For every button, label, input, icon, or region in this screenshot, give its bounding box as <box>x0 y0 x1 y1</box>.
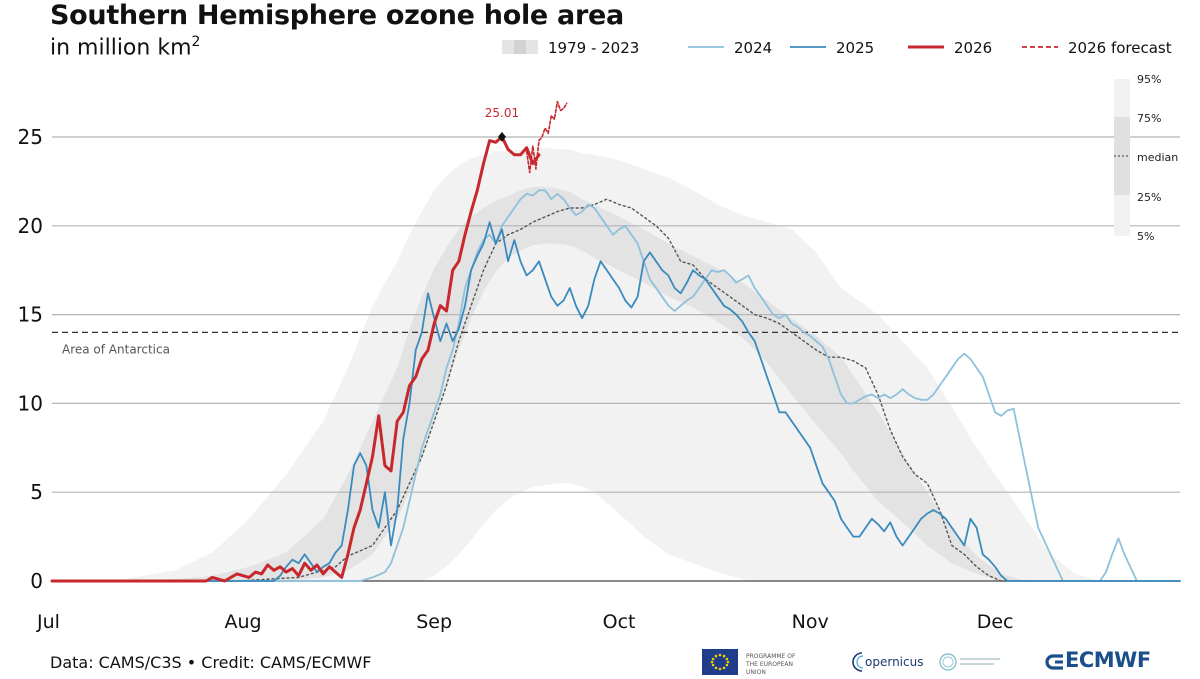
y-tick-label: 20 <box>18 214 43 238</box>
copernicus-text: opernicus <box>865 655 923 669</box>
climatology-bands <box>52 147 1180 581</box>
x-tick-label: Aug <box>225 611 262 633</box>
eu-flag-icon <box>702 649 738 675</box>
legend-label: 1979 - 2023 <box>548 39 639 57</box>
band-25-75 <box>52 186 1180 581</box>
series-lines <box>50 100 1181 583</box>
reference-line-group: Area of Antarctica <box>52 331 1180 356</box>
axis-labels: 0 5 10 15 20 25 Jul Aug Sep Oct Nov Dec <box>18 125 1014 633</box>
y-tick-label: 0 <box>30 569 43 593</box>
copernicus-mark-icon: opernicus <box>852 652 923 672</box>
ecmwf-text: ECMWF <box>1065 648 1151 672</box>
eu-line-1: PROGRAMME OF <box>746 653 796 660</box>
series-line-median <box>51 198 1181 582</box>
subtitle-text: in million km <box>50 35 192 61</box>
x-tick-label: Oct <box>603 611 636 633</box>
cams-mark-icon <box>939 653 1000 671</box>
peak-marker <box>497 131 506 142</box>
percentile-label: 5% <box>1137 230 1154 243</box>
chart-subtitle: in million km2 <box>50 34 200 60</box>
legend: 1979 - 2023 2024 2025 2026 2026 forecast <box>502 39 1172 57</box>
ecmwf-mark-icon <box>1045 654 1063 670</box>
percentile-label: 95% <box>1137 73 1161 86</box>
legend-label: 2025 <box>836 39 874 57</box>
series-line-2026 <box>50 135 541 583</box>
series-line-2025 <box>51 221 1181 582</box>
legend-label: 2026 forecast <box>1068 39 1172 57</box>
y-tick-label: 10 <box>18 391 43 415</box>
annotations: 25.01 <box>485 106 519 142</box>
percentile-label: median <box>1137 151 1178 164</box>
x-tick-label: Nov <box>792 611 829 633</box>
copernicus-logo: opernicus <box>850 649 925 675</box>
cams-logo <box>938 649 1013 675</box>
antarctica-reference-label: Area of Antarctica <box>62 342 170 356</box>
band-5-95 <box>52 147 1180 581</box>
peak-value-label: 25.01 <box>485 106 519 120</box>
ecmwf-logo: ECMWF <box>1025 648 1165 676</box>
chart-title: Southern Hemisphere ozone hole area <box>50 0 624 31</box>
y-tick-label: 5 <box>30 480 43 504</box>
legend-label: 2026 <box>954 39 992 57</box>
eu-stars-icon <box>710 653 730 671</box>
percentile-legend: 95% 75% median 25% 5% <box>1114 73 1178 243</box>
eu-line-2: THE EUROPEAN UNION <box>746 661 793 676</box>
legend-label: 2024 <box>734 39 772 57</box>
x-tick-label: Jul <box>36 611 60 633</box>
eu-programme-text: PROGRAMME OF THE EUROPEAN UNION <box>746 653 814 677</box>
legend-swatch-band-inner <box>514 40 526 54</box>
eu-programme-logo: PROGRAMME OF THE EUROPEAN UNION <box>702 649 814 677</box>
percentile-label: 75% <box>1137 112 1161 125</box>
subtitle-superscript: 2 <box>191 34 201 50</box>
series-line-2026-forecast <box>525 100 568 174</box>
y-tick-label: 15 <box>18 303 43 327</box>
percentile-label: 25% <box>1137 191 1161 204</box>
x-tick-label: Dec <box>977 611 1014 633</box>
y-tick-label: 25 <box>18 125 43 149</box>
data-credit: Data: CAMS/C3S • Credit: CAMS/ECMWF <box>50 653 372 672</box>
x-tick-label: Sep <box>416 611 452 633</box>
